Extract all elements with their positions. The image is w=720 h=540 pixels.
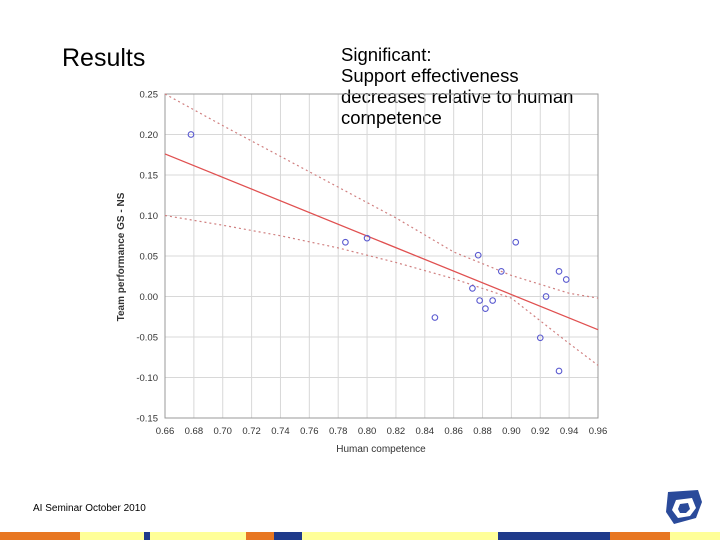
data-point — [187, 131, 195, 138]
y-tick-label: 0.10 — [140, 211, 159, 222]
note-line-3: decreases relative to human — [341, 86, 574, 107]
x-tick-label: 0.84 — [416, 426, 435, 437]
bottom-bar-segment — [274, 532, 302, 540]
y-tick-labels: -0.15 -0.10 -0.05 0.00 0.05 0.10 0.15 0.20 0.25 — [136, 90, 158, 425]
x-tick-label: 0.74 — [271, 426, 290, 437]
confidence-band-lower — [164, 214, 599, 366]
y-tick-label: -0.05 — [136, 333, 158, 344]
x-axis-label: Human competence — [336, 444, 426, 455]
data-point — [497, 268, 505, 275]
bottom-bar-segment — [0, 532, 80, 540]
regression-line — [164, 153, 599, 331]
y-tick-label: 0.00 — [140, 292, 159, 303]
x-tick-label: 0.92 — [531, 426, 550, 437]
x-tick-label: 0.80 — [358, 426, 377, 437]
x-tick-label: 0.86 — [444, 426, 463, 437]
data-points — [187, 131, 570, 375]
y-tick-label: 0.05 — [140, 252, 159, 263]
note-line-2: Support effectiveness — [341, 65, 519, 86]
data-point — [474, 251, 482, 259]
y-tick-label: -0.10 — [136, 373, 158, 384]
note-line-4: competence — [341, 107, 442, 128]
bottom-bar-segment — [144, 532, 150, 540]
data-point — [555, 367, 563, 375]
data-point — [342, 238, 349, 246]
y-tick-label: 0.20 — [140, 130, 159, 141]
data-point — [363, 234, 371, 242]
slide-title: Results — [62, 44, 146, 72]
bottom-bar-segment — [80, 532, 144, 540]
y-tick-label: -0.15 — [136, 414, 158, 425]
x-tick-label: 0.82 — [387, 426, 406, 437]
confidence-band — [164, 93, 599, 366]
confidence-band-upper — [164, 93, 599, 299]
bottom-bar-segment — [150, 532, 246, 540]
x-tick-labels: 0.66 0.68 0.70 0.72 0.74 0.76 0.78 0.80 0.82 0.84… — [156, 426, 608, 437]
data-point — [431, 314, 439, 321]
x-tick-label: 0.72 — [242, 426, 261, 437]
bottom-bar-segment — [610, 532, 670, 540]
y-tick-label: 0.15 — [140, 171, 159, 182]
y-axis-label: Team performance GS - NS — [116, 192, 127, 321]
bottom-bar-segment — [246, 532, 274, 540]
bottom-color-bar — [0, 532, 720, 540]
y-tick-label: 0.25 — [140, 90, 159, 101]
x-tick-label: 0.96 — [589, 426, 608, 437]
footer-text: AI Seminar October 2010 — [33, 503, 146, 514]
x-tick-label: 0.66 — [156, 426, 175, 437]
x-tick-label: 0.68 — [185, 426, 204, 437]
grid-lines — [164, 93, 599, 419]
x-tick-label: 0.76 — [300, 426, 319, 437]
data-point — [476, 297, 483, 304]
x-tick-label: 0.90 — [502, 426, 521, 437]
data-point — [512, 238, 520, 246]
data-point — [536, 334, 544, 342]
plot-frame — [164, 93, 599, 419]
bottom-bar-segment — [302, 532, 498, 540]
x-tick-label: 0.78 — [329, 426, 348, 437]
x-tick-label: 0.94 — [560, 426, 579, 437]
note-line-1: Significant: — [341, 44, 432, 65]
x-tick-label: 0.88 — [473, 426, 492, 437]
data-point — [562, 276, 570, 283]
data-point — [542, 293, 550, 300]
organization-logo — [666, 490, 702, 524]
x-tick-label: 0.70 — [213, 426, 232, 437]
data-point — [482, 305, 489, 313]
significance-note: Significant: Support effectiveness decre… — [341, 44, 611, 128]
data-point — [489, 297, 496, 304]
bottom-bar-segment — [498, 532, 610, 540]
data-point — [469, 285, 476, 292]
data-point — [555, 268, 563, 275]
bottom-bar-segment — [670, 532, 720, 540]
